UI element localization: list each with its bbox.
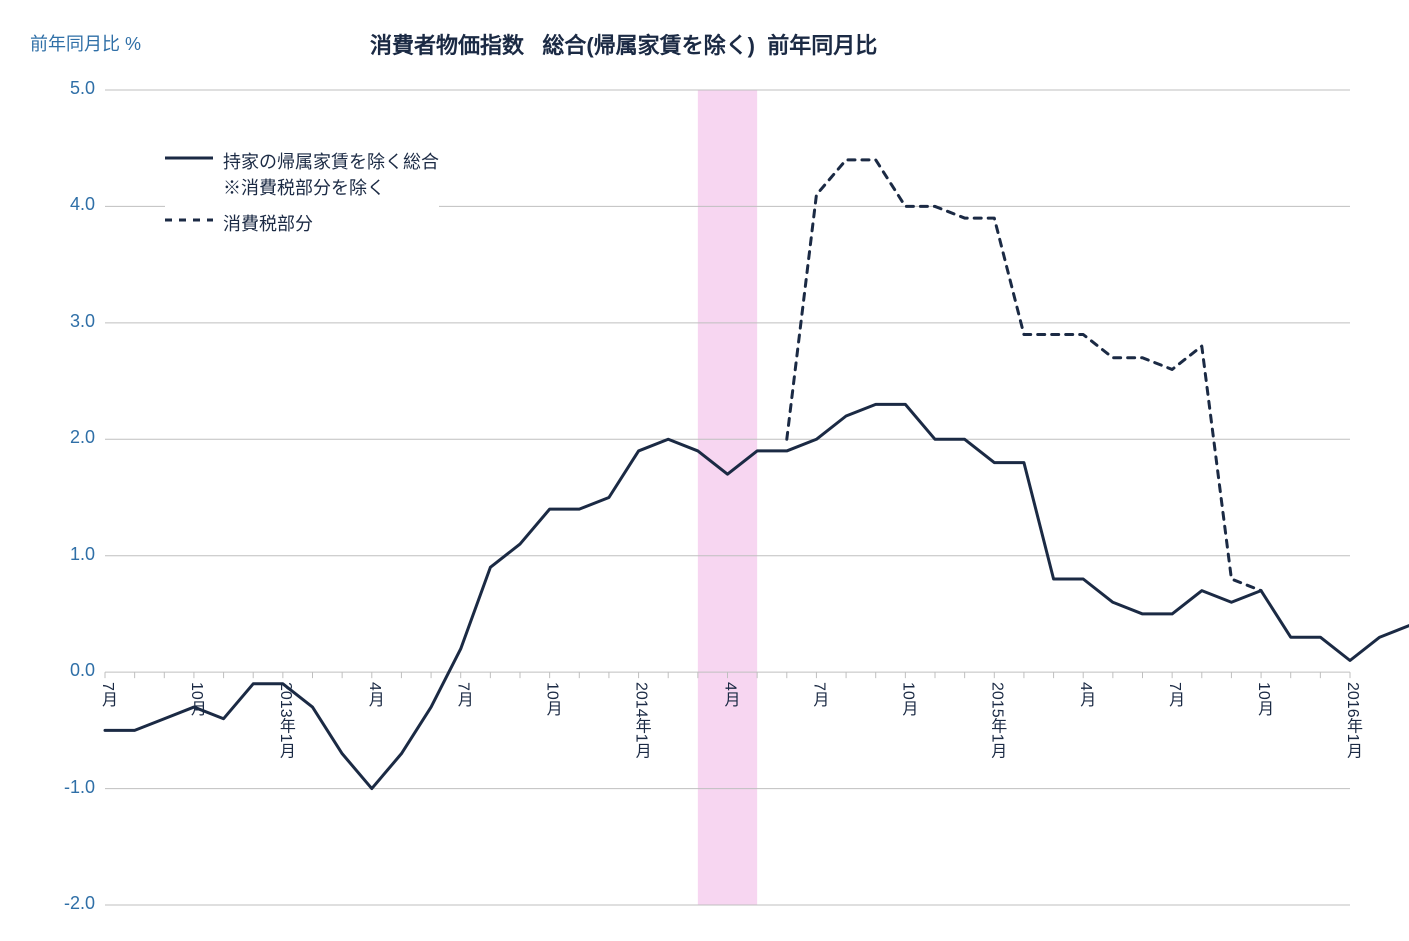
y-tick-label: -1.0 <box>35 777 95 798</box>
x-tick-label: 7月 <box>451 682 475 707</box>
y-tick-label: 1.0 <box>35 544 95 565</box>
y-tick-label: 0.0 <box>35 660 95 681</box>
legend-swatch <box>165 210 213 230</box>
x-tick-label: 2013年1月 <box>273 682 297 759</box>
cpi-chart: 前年同月比 % 消費者物価指数 総合(帰属家賃を除く) 前年同月比 -2.0-1… <box>0 0 1409 941</box>
x-tick-label: 7月 <box>1162 682 1186 707</box>
y-tick-label: 5.0 <box>35 78 95 99</box>
x-tick-label: 7月 <box>806 682 830 707</box>
legend-swatch <box>165 148 213 168</box>
x-tick-label: 10月 <box>540 682 564 716</box>
chart-plot-area <box>0 0 1409 941</box>
x-tick-label: 4月 <box>362 682 386 707</box>
x-tick-label: 2015年1月 <box>984 682 1008 759</box>
x-tick-label: 10月 <box>895 682 919 716</box>
x-tick-label: 10月 <box>184 682 208 716</box>
x-tick-label: 2016年1月 <box>1340 682 1364 759</box>
legend-label: 持家の帰属家賃を除く総合 ※消費税部分を除く <box>223 148 439 200</box>
y-tick-label: -2.0 <box>35 893 95 914</box>
x-tick-label: 7月 <box>95 682 119 707</box>
y-tick-label: 4.0 <box>35 194 95 215</box>
legend: 持家の帰属家賃を除く総合 ※消費税部分を除く消費税部分 <box>165 148 439 246</box>
y-tick-label: 3.0 <box>35 311 95 332</box>
x-tick-label: 4月 <box>718 682 742 707</box>
legend-item: 消費税部分 <box>165 210 439 236</box>
y-tick-label: 2.0 <box>35 427 95 448</box>
legend-item: 持家の帰属家賃を除く総合 ※消費税部分を除く <box>165 148 439 200</box>
x-tick-label: 10月 <box>1251 682 1275 716</box>
x-tick-label: 2014年1月 <box>629 682 653 759</box>
x-tick-label: 4月 <box>1073 682 1097 707</box>
legend-label: 消費税部分 <box>223 210 313 236</box>
